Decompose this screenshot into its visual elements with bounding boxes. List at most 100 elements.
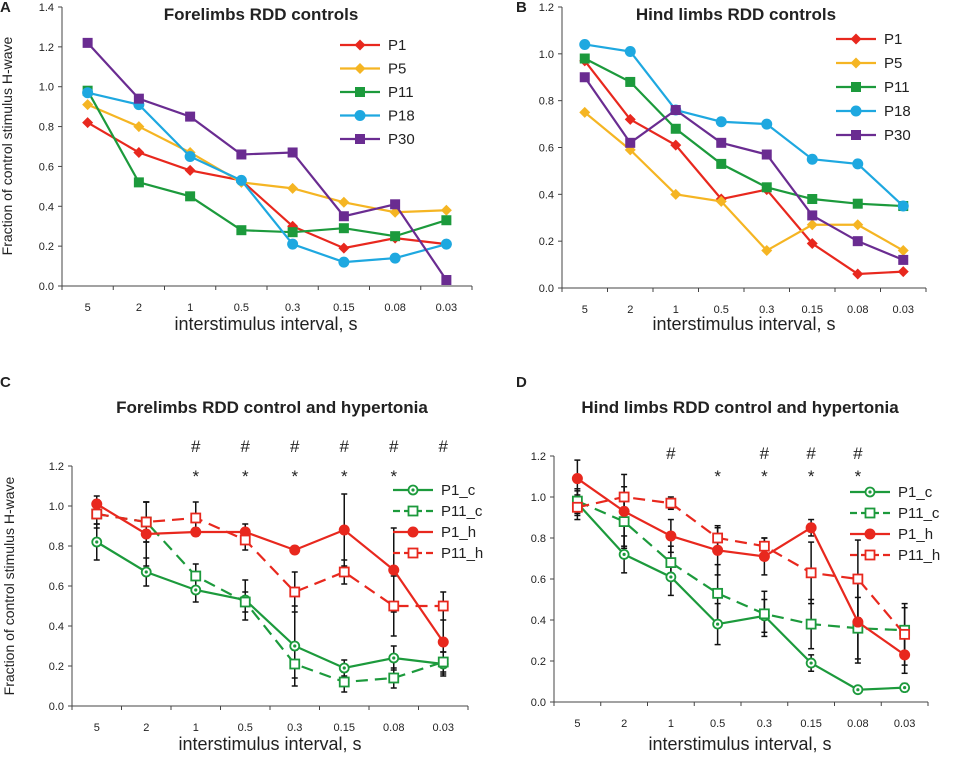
data-point bbox=[806, 238, 818, 250]
significance-hash: # bbox=[760, 444, 770, 463]
data-point bbox=[287, 227, 298, 238]
data-point bbox=[133, 93, 144, 104]
legend-marker bbox=[354, 63, 366, 74]
series-p1-c bbox=[571, 497, 911, 696]
x-tick-label: 0.03 bbox=[893, 304, 914, 316]
data-point bbox=[897, 200, 909, 212]
series-line bbox=[87, 121, 447, 250]
data-point bbox=[338, 566, 350, 578]
data-point bbox=[624, 45, 636, 57]
data-point bbox=[388, 564, 400, 576]
data-point bbox=[670, 105, 681, 116]
x-tick-label: 1 bbox=[193, 722, 199, 734]
data-point bbox=[133, 177, 144, 188]
legend-label: P1_h bbox=[441, 524, 476, 541]
y-tick-label: 1.4 bbox=[39, 2, 54, 14]
x-tick-label: 0.03 bbox=[894, 718, 915, 730]
series-line bbox=[86, 42, 448, 281]
data-point bbox=[184, 150, 196, 162]
x-tick-label: 5 bbox=[582, 304, 588, 316]
data-point bbox=[390, 199, 401, 210]
x-tick-label: 0.08 bbox=[847, 718, 868, 730]
panel-letter: B bbox=[516, 0, 527, 16]
data-point bbox=[91, 498, 103, 510]
data-point bbox=[761, 245, 773, 257]
legend-label: P18 bbox=[884, 103, 911, 120]
data-point bbox=[236, 225, 247, 236]
y-tick-label: 1.2 bbox=[531, 451, 546, 463]
data-point bbox=[338, 256, 350, 268]
x-tick-label: 2 bbox=[143, 722, 149, 734]
panel-letter: A bbox=[0, 0, 11, 16]
significance-hash: # bbox=[290, 437, 300, 456]
y-tick-label: 0.0 bbox=[49, 701, 64, 713]
data-point bbox=[236, 149, 247, 160]
data-point bbox=[441, 275, 452, 286]
x-tick-label: 0.5 bbox=[234, 302, 249, 314]
data-point bbox=[715, 195, 727, 207]
legend: P1 P5 P11 P18 P30 bbox=[836, 31, 911, 144]
series-p11 bbox=[82, 85, 452, 242]
data-point bbox=[287, 147, 298, 158]
data-point bbox=[716, 158, 727, 169]
series-line bbox=[583, 60, 904, 276]
legend-label: P11 bbox=[884, 79, 910, 96]
y-tick-label: 0.2 bbox=[539, 236, 554, 248]
x-axis-label: interstimulus interval, s bbox=[174, 314, 357, 334]
data-point-center bbox=[95, 540, 99, 544]
legend-label: P11_c bbox=[441, 503, 483, 520]
significance-star: * bbox=[192, 467, 199, 486]
y-axis-label: Fraction of control stimulus H-wave bbox=[0, 36, 15, 255]
x-tick-label: 0.3 bbox=[757, 718, 772, 730]
data-point bbox=[579, 106, 591, 118]
data-point bbox=[388, 600, 400, 612]
data-point bbox=[82, 87, 94, 99]
data-point bbox=[239, 534, 251, 546]
significance-hash: # bbox=[806, 444, 816, 463]
data-point bbox=[899, 628, 911, 640]
data-point bbox=[338, 676, 350, 688]
x-tick-label: 0.15 bbox=[802, 304, 823, 316]
x-tick-label: 0.3 bbox=[759, 304, 774, 316]
data-point bbox=[758, 608, 770, 620]
data-point bbox=[852, 219, 864, 231]
x-tick-label: 0.3 bbox=[287, 722, 302, 734]
x-tick-label: 5 bbox=[574, 718, 580, 730]
significance-star: * bbox=[808, 467, 815, 486]
data-point bbox=[806, 153, 818, 165]
y-tick-label: 1.2 bbox=[539, 2, 554, 14]
data-point bbox=[437, 656, 449, 668]
data-point-center bbox=[342, 666, 346, 670]
significance-star: * bbox=[291, 467, 298, 486]
data-point bbox=[440, 238, 452, 250]
y-tick-label: 0.4 bbox=[539, 189, 554, 201]
series-line bbox=[583, 76, 904, 261]
panel-b: B Hind limbs RDD controls 0.0 0.2 0.4 0.6 0.8 1… bbox=[516, 0, 927, 334]
y-tick-label: 0.6 bbox=[39, 161, 54, 173]
x-tick-label: 1 bbox=[668, 718, 674, 730]
legend-marker bbox=[851, 82, 861, 92]
legend-label: P11_c bbox=[898, 505, 940, 522]
significance-hash: # bbox=[241, 437, 251, 456]
data-point bbox=[852, 198, 863, 209]
x-tick-label: 0.03 bbox=[433, 722, 454, 734]
data-point bbox=[665, 530, 677, 542]
data-point-center bbox=[716, 622, 720, 626]
series-p1-h bbox=[571, 473, 911, 661]
data-point bbox=[670, 139, 682, 151]
data-point bbox=[758, 540, 770, 552]
y-tick-label: 0.8 bbox=[49, 541, 64, 553]
data-point-center bbox=[622, 552, 626, 557]
data-point bbox=[571, 473, 583, 485]
series-line bbox=[87, 91, 447, 264]
legend-label: P1_h bbox=[898, 526, 933, 543]
data-point bbox=[338, 211, 349, 222]
series-p1 bbox=[579, 55, 909, 280]
significance-star: * bbox=[714, 467, 721, 486]
x-tick-label: 0.5 bbox=[714, 304, 729, 316]
data-point bbox=[852, 268, 864, 280]
data-point bbox=[82, 37, 93, 48]
data-point bbox=[625, 76, 636, 87]
series-p18 bbox=[579, 38, 909, 212]
